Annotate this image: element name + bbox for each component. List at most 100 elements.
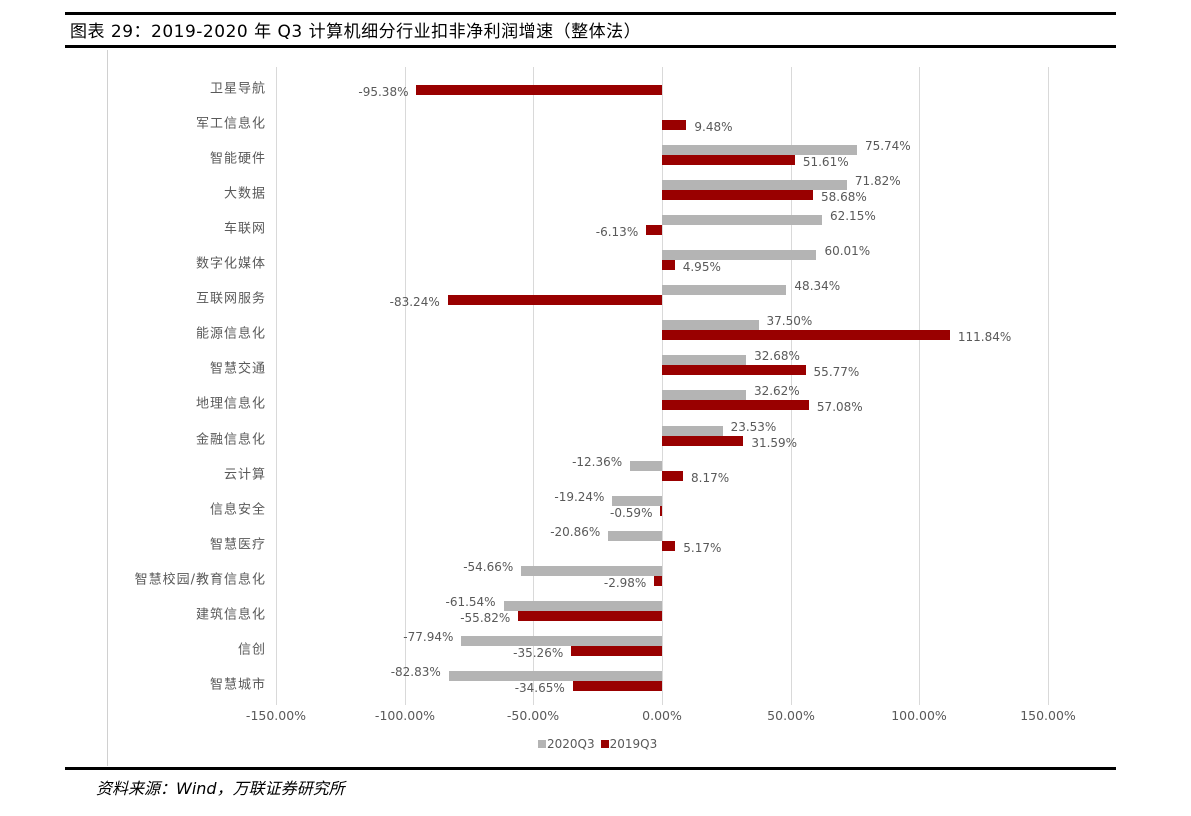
category-label: 信息安全 <box>209 502 266 518</box>
bar-2020q3 <box>630 460 662 471</box>
figure-title: 图表 29：2019-2020 年 Q3 计算机细分行业扣非净利润增速（整体法） <box>70 22 642 42</box>
bar-2020q3 <box>662 214 822 225</box>
legend-label: 2019Q3 <box>609 737 658 751</box>
gridline <box>919 67 920 705</box>
bar-2019q3 <box>662 260 675 270</box>
data-label: 8.17% <box>691 470 730 485</box>
bar-2019q3 <box>646 224 662 235</box>
legend: 2020Q3 2019Q3 <box>538 737 657 751</box>
data-label: 48.34% <box>794 279 841 294</box>
bar-2020q3 <box>662 285 787 296</box>
bar-2019q3 <box>662 154 795 165</box>
data-label: -61.54% <box>445 595 496 609</box>
bar-2020q3 <box>662 390 746 401</box>
data-label: 57.08% <box>816 400 863 415</box>
data-label: -95.38% <box>358 84 409 99</box>
bottom-rule <box>65 767 1116 770</box>
data-label: 55.77% <box>813 365 860 380</box>
gridline <box>662 67 663 705</box>
data-label: 51.61% <box>802 154 849 169</box>
bar-2019q3 <box>660 505 662 516</box>
category-label: 数字化媒体 <box>195 256 266 272</box>
category-label: 互联网服务 <box>195 291 266 307</box>
x-axis-tick-label: 100.00% <box>891 708 947 723</box>
legend-label: 2020Q3 <box>547 737 595 751</box>
bar-2019q3 <box>662 365 806 376</box>
chart-left-border <box>107 50 108 766</box>
data-label: -55.82% <box>460 611 511 625</box>
bar-2020q3 <box>662 179 847 190</box>
data-label: 71.82% <box>854 173 901 188</box>
bar-2019q3 <box>662 330 950 341</box>
category-label: 能源信息化 <box>195 326 266 342</box>
legend-item-2019q3: 2019Q3 <box>600 737 658 751</box>
data-label: 32.68% <box>754 349 800 364</box>
data-label: -83.24% <box>389 295 440 310</box>
category-label: 信创 <box>237 642 266 658</box>
category-label: 金融信息化 <box>195 432 266 447</box>
category-label: 智慧医疗 <box>209 537 266 553</box>
bar-2020q3 <box>448 671 662 682</box>
gridline <box>791 67 792 705</box>
bar-2020q3 <box>503 601 662 611</box>
data-label: -19.24% <box>554 489 605 504</box>
bar-2019q3 <box>662 189 814 200</box>
bar-2020q3 <box>521 565 662 576</box>
category-label: 卫星导航 <box>209 81 266 96</box>
data-label: -34.65% <box>514 681 565 696</box>
data-label: 31.59% <box>751 435 798 450</box>
bar-2019q3 <box>571 646 662 657</box>
data-label: -0.59% <box>610 505 653 520</box>
gridline <box>533 67 534 705</box>
category-label: 智慧交通 <box>209 361 266 377</box>
data-label: -35.26% <box>513 646 564 661</box>
legend-swatch-2020q3 <box>538 740 546 748</box>
data-label: 32.62% <box>753 384 800 399</box>
category-label: 车联网 <box>223 221 266 237</box>
bar-2020q3 <box>662 144 857 155</box>
x-axis-tick-label: 50.00% <box>767 708 815 723</box>
data-label: -2.98% <box>603 575 647 590</box>
data-label: 62.15% <box>829 208 876 223</box>
bar-2020q3 <box>608 530 662 541</box>
category-label: 军工信息化 <box>195 116 266 132</box>
bar-2019q3 <box>662 540 676 551</box>
x-axis-tick-label: 0.00% <box>642 708 682 723</box>
legend-swatch-2019q3 <box>600 740 609 748</box>
bar-2020q3 <box>662 425 723 436</box>
data-label: -54.66% <box>463 559 514 574</box>
bar-2020q3 <box>461 636 662 647</box>
bar-2020q3 <box>662 355 747 366</box>
category-label: 地理信息化 <box>195 396 266 412</box>
title-underline-rule <box>65 45 1116 48</box>
data-label: 5.17% <box>683 540 722 555</box>
data-label: 58.68% <box>821 189 867 204</box>
category-label: 智能硬件 <box>209 151 266 167</box>
x-axis-tick-label: -100.00% <box>374 708 436 723</box>
top-rule <box>65 12 1116 15</box>
bar-2019q3 <box>662 470 684 481</box>
legend-item-2020q3: 2020Q3 <box>538 737 595 751</box>
data-label: -77.94% <box>403 630 454 645</box>
gridline <box>276 67 277 705</box>
data-label: -20.86% <box>550 524 601 539</box>
bar-2019q3 <box>572 681 662 692</box>
data-label: -6.13% <box>595 224 639 239</box>
category-label: 智慧校园/教育信息化 <box>134 572 266 588</box>
data-label: -12.36% <box>572 454 623 469</box>
data-label: -82.83% <box>390 665 441 680</box>
category-label: 智慧城市 <box>209 677 266 693</box>
bar-2019q3 <box>447 295 662 306</box>
data-label: 4.95% <box>682 260 721 274</box>
gridline <box>1048 67 1049 705</box>
data-label: 9.48% <box>694 119 733 134</box>
x-axis-tick-label: -50.00% <box>506 708 560 723</box>
x-axis-tick-label: 150.00% <box>1020 708 1076 723</box>
bar-2020q3 <box>662 250 817 260</box>
bar-2019q3 <box>518 611 662 621</box>
bar-2020q3 <box>662 320 759 331</box>
data-label: 23.53% <box>730 419 777 434</box>
bar-2019q3 <box>662 400 809 411</box>
category-label: 建筑信息化 <box>195 607 266 623</box>
